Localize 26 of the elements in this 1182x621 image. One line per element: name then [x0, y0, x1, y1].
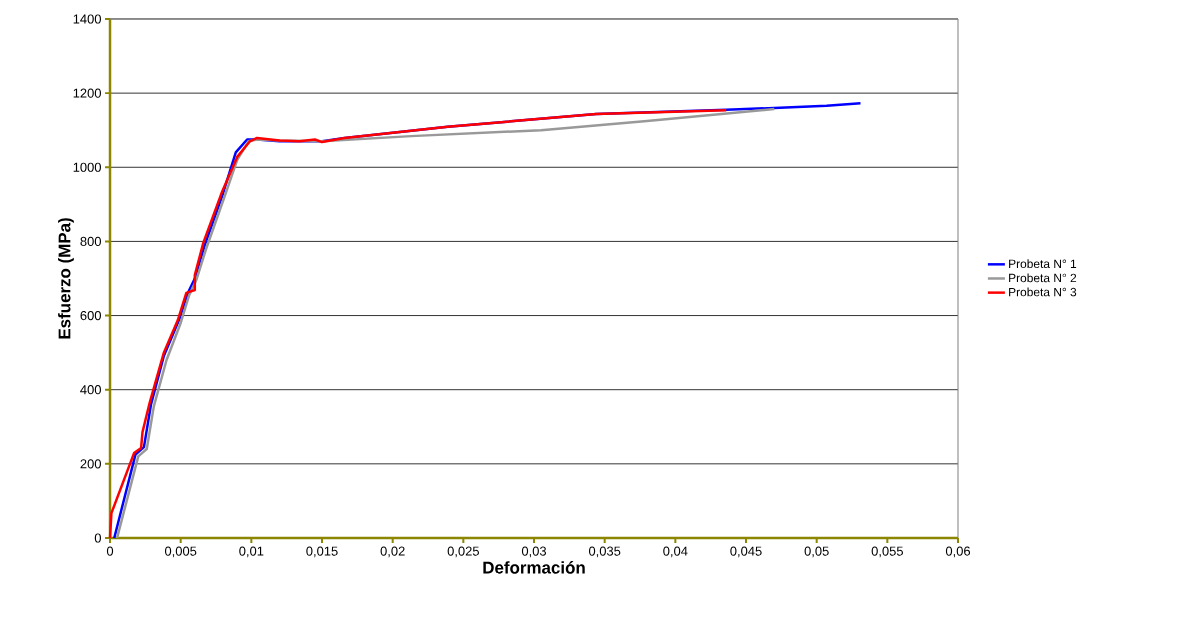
- y-tick-label: 0: [94, 533, 101, 543]
- y-tick-label: 600: [80, 310, 101, 321]
- y-tick-label: 1200: [73, 88, 101, 98]
- x-tick-label: 0,03: [521, 546, 547, 558]
- y-tick-label: 1400: [73, 14, 101, 24]
- x-tick-label: 0,025: [447, 546, 479, 558]
- x-tick-label: 0,015: [306, 546, 338, 558]
- x-tick-label: 0: [106, 546, 114, 556]
- y-tick-label: 400: [80, 385, 101, 395]
- x-tick-label: 0,06: [945, 546, 971, 558]
- y-tick-label: 800: [80, 236, 101, 246]
- legend-label: Probeta N° 3: [1009, 287, 1077, 297]
- y-axis-title: Esfuerzo (MPa): [58, 218, 74, 339]
- x-axis-title: Deformación: [483, 561, 585, 574]
- legend-label: Probeta N° 1: [1009, 259, 1077, 269]
- x-tick-label: 0,02: [380, 546, 405, 558]
- y-tick-label: 1000: [73, 162, 101, 172]
- x-tick-label: 0,055: [871, 546, 903, 558]
- x-tick-label: 0,05: [804, 546, 829, 558]
- legend-label: Probeta N° 2: [1009, 273, 1077, 283]
- y-tick-label: 200: [80, 459, 101, 469]
- x-tick-label: 0,04: [663, 546, 688, 558]
- x-tick-label: 0,01: [239, 546, 264, 558]
- x-tick-label: 0,005: [164, 546, 197, 558]
- x-tick-label: 0,035: [588, 546, 621, 558]
- x-tick-label: 0,045: [730, 546, 762, 558]
